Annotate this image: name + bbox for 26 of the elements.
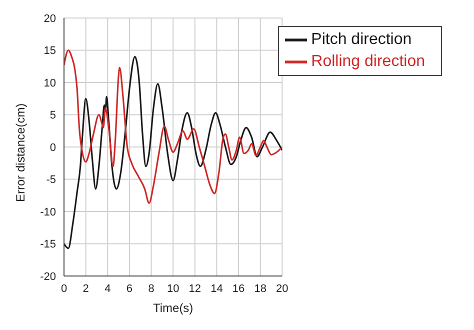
y-tick-label: 5 [50, 110, 56, 122]
x-tick-label: 12 [188, 282, 202, 295]
x-tick-label: 18 [254, 282, 266, 295]
x-tick-label: 20 [276, 282, 288, 295]
x-tick-label: 10 [166, 282, 180, 295]
y-tick-label: -20 [40, 270, 56, 283]
legend-label: Rolling direction [311, 53, 425, 70]
y-tick-label: 10 [44, 77, 56, 90]
y-tick-label: -5 [46, 174, 56, 186]
x-tick-label: 4 [104, 282, 111, 295]
legend-label: Pitch direction [311, 31, 412, 48]
x-tick-label: 8 [148, 282, 154, 295]
x-tick-label: 16 [232, 282, 245, 295]
x-axis-title: Time(s) [152, 301, 194, 315]
y-axis-title: Error distance(cm) [13, 103, 28, 202]
y-tick-label: -15 [40, 238, 56, 251]
line-series [64, 56, 282, 250]
y-tick-label: -10 [40, 206, 56, 218]
y-tick-label: 15 [44, 45, 56, 58]
y-tick-label: 20 [44, 12, 56, 25]
x-tick-label: 6 [126, 282, 133, 295]
x-tick-label: 14 [210, 282, 223, 295]
line-series [64, 49, 282, 204]
y-tick-label: 0 [50, 142, 56, 154]
x-tick-label: 0 [60, 282, 68, 295]
x-tick-label: 2 [82, 282, 89, 295]
